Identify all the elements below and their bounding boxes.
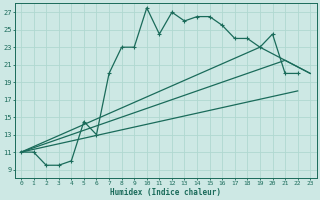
X-axis label: Humidex (Indice chaleur): Humidex (Indice chaleur) (110, 188, 221, 197)
